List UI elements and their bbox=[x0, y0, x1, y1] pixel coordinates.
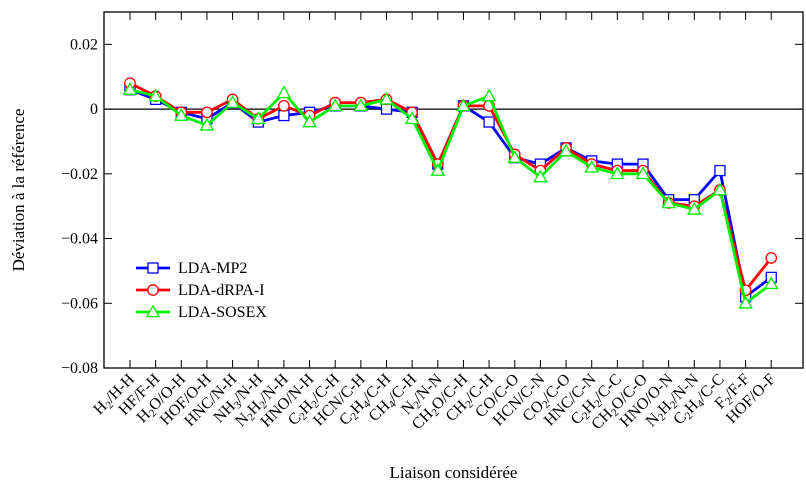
data-point-square bbox=[147, 262, 159, 274]
data-point-circle bbox=[278, 100, 290, 112]
data-point-square bbox=[380, 103, 393, 115]
data-point-triangle bbox=[610, 166, 625, 180]
y-tick-label: −0.04 bbox=[61, 231, 98, 248]
data-point-circle bbox=[765, 252, 778, 264]
y-axis-ticks: 0.02 0 −0.02 −0.04 −0.06 −0.08 bbox=[61, 36, 803, 377]
data-point-triangle bbox=[430, 163, 446, 176]
data-point-triangle bbox=[712, 182, 728, 196]
y-tick-label: 0.02 bbox=[70, 36, 98, 53]
plot-frame bbox=[103, 11, 804, 369]
legend-entry: LDA-MP2 bbox=[136, 260, 247, 277]
data-point-triangle bbox=[481, 88, 497, 102]
legend-label: LDA-MP2 bbox=[178, 260, 247, 277]
data-point-triangle bbox=[225, 95, 240, 108]
data-point-triangle bbox=[686, 201, 702, 215]
data-point-triangle bbox=[661, 195, 676, 209]
data-point-triangle bbox=[199, 117, 215, 131]
plot-area-border bbox=[103, 11, 804, 369]
legend: LDA-MP2 LDA-dRPA-I LDA-SOSEX bbox=[136, 260, 267, 321]
series-group bbox=[122, 77, 779, 309]
data-point-triangle bbox=[584, 159, 600, 173]
data-point-triangle bbox=[379, 91, 394, 105]
data-point-square bbox=[714, 164, 726, 177]
data-point-triangle bbox=[404, 111, 420, 125]
data-point-triangle bbox=[276, 85, 292, 99]
y-tick-label: 0 bbox=[90, 101, 98, 118]
y-tick-label: −0.06 bbox=[61, 295, 98, 312]
data-point-square bbox=[278, 109, 290, 122]
y-tick-label: −0.08 bbox=[61, 360, 98, 377]
data-point-triangle bbox=[763, 276, 779, 290]
legend-entry: LDA-SOSEX bbox=[136, 304, 267, 321]
data-point-triangle bbox=[353, 98, 369, 112]
x-axis-ticks: H2/H-HHF/F-HH2O/O-HHOF/O-HHNC/N-HNH3/N-H… bbox=[90, 12, 779, 433]
data-point-triangle bbox=[507, 150, 523, 163]
data-point-triangle bbox=[145, 304, 161, 318]
legend-label: LDA-SOSEX bbox=[178, 304, 267, 321]
data-point-circle bbox=[201, 106, 213, 119]
x-axis-title: Liaison considérée bbox=[390, 463, 518, 482]
data-point-triangle bbox=[738, 295, 753, 309]
data-point-circle bbox=[147, 284, 159, 296]
data-point-triangle bbox=[327, 98, 343, 112]
data-point-triangle bbox=[558, 143, 574, 157]
data-point-triangle bbox=[148, 88, 163, 102]
legend-label: LDA-dRPA-I bbox=[178, 282, 265, 299]
data-point-triangle bbox=[635, 166, 651, 180]
data-point-triangle bbox=[302, 114, 317, 128]
data-point-triangle bbox=[250, 111, 266, 125]
series-lda-sosex bbox=[122, 82, 779, 309]
data-point-triangle bbox=[122, 82, 138, 95]
data-point-square bbox=[483, 116, 495, 128]
data-point-triangle bbox=[533, 169, 548, 183]
data-point-triangle bbox=[173, 108, 189, 121]
y-tick-label: −0.02 bbox=[61, 166, 98, 183]
data-point-triangle bbox=[456, 98, 471, 112]
legend-entry: LDA-dRPA-I bbox=[136, 282, 265, 299]
y-axis-title: Déviation à la référence bbox=[9, 109, 28, 272]
